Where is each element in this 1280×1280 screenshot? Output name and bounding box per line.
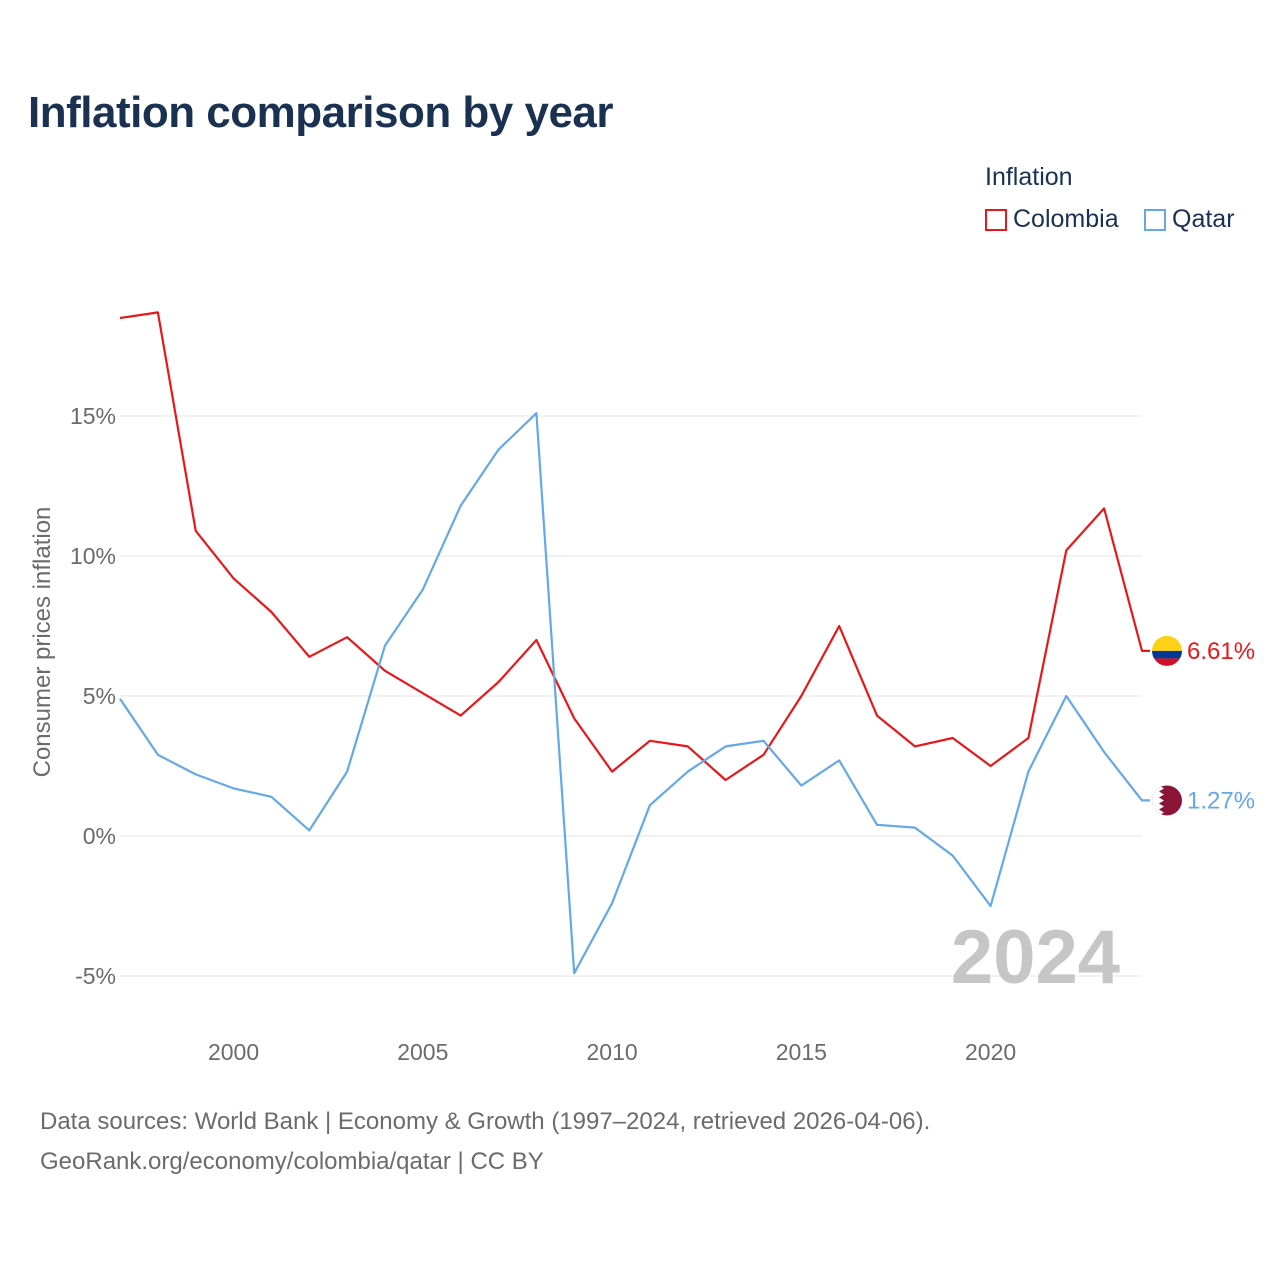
x-tick-label: 2010 — [586, 1039, 637, 1065]
legend-item-colombia[interactable]: Colombia — [985, 205, 1119, 234]
flag-qatar-icon — [1152, 785, 1182, 816]
footer-credit: GeoRank.org/economy/colombia/qatar | CC … — [40, 1148, 544, 1175]
line-chart: -5%0%5%10%15% 2000 2005 2010 2015 2020 2024 … — [29, 311, 1255, 1065]
x-tick-label: 2005 — [397, 1039, 448, 1065]
legend-swatch-colombia — [985, 208, 1007, 231]
footer-sources: Data sources: World Bank | Economy & Gro… — [40, 1108, 931, 1135]
end-labels: 6.61% 1.27% — [1187, 638, 1255, 815]
series-line-qatar — [119, 412, 1150, 975]
end-label-qatar: 1.27% — [1187, 787, 1255, 814]
x-tick-label: 2015 — [776, 1039, 827, 1065]
grid-lines — [120, 415, 1142, 977]
end-label-colombia: 6.61% — [1187, 638, 1255, 665]
y-tick-label: 0% — [83, 823, 116, 849]
x-tick-label: 2020 — [965, 1039, 1016, 1065]
flag-markers — [1152, 635, 1182, 816]
y-axis-label: Consumer prices inflation — [29, 507, 56, 778]
series-lines — [119, 311, 1150, 975]
year-watermark: 2024 — [951, 915, 1120, 1000]
legend-label-colombia: Colombia — [1013, 205, 1119, 233]
x-tick-labels: 2000 2005 2010 2015 2020 — [208, 1039, 1016, 1065]
flag-colombia-icon — [1152, 635, 1182, 666]
y-tick-label: -5% — [75, 963, 116, 989]
y-tick-label: 15% — [70, 403, 116, 429]
legend-label-qatar: Qatar — [1172, 205, 1235, 233]
series-line-colombia — [119, 311, 1150, 782]
y-tick-labels: -5% 0% 5% 10% 15% — [70, 403, 116, 989]
y-tick-label: 5% — [83, 683, 116, 709]
legend-swatch-qatar — [1144, 208, 1166, 231]
legend-item-qatar[interactable]: Qatar — [1144, 205, 1235, 234]
chart-title: Inflation comparison by year — [28, 88, 614, 137]
legend-title: Inflation — [985, 163, 1073, 191]
x-tick-label: 2000 — [208, 1039, 259, 1065]
y-tick-label: 10% — [70, 543, 116, 569]
